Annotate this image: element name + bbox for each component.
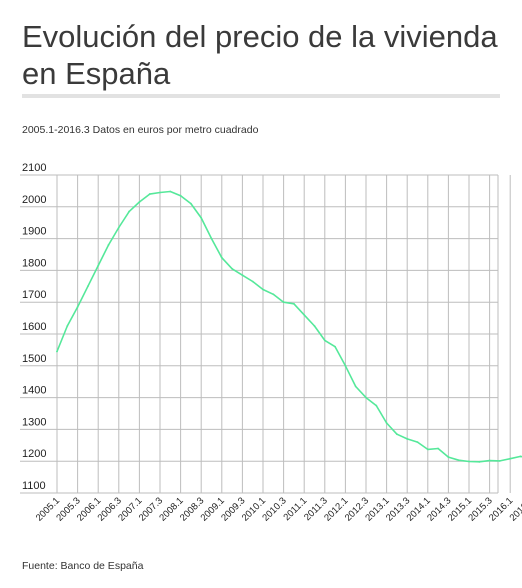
- y-tick-label: 1600: [22, 321, 46, 333]
- data-point: [231, 267, 234, 270]
- data-point: [406, 438, 409, 440]
- chart-title: Evolución del precio de la vivienda en E…: [22, 19, 498, 91]
- data-point: [437, 447, 439, 450]
- data-point: [128, 210, 131, 213]
- title-divider: [22, 94, 500, 98]
- series-group: [56, 190, 522, 463]
- x-axis-tick-labels: 2005.12005.32006.12006.32007.12007.32008…: [34, 495, 522, 523]
- data-point: [190, 202, 192, 205]
- data-point: [509, 457, 512, 460]
- y-tick-label: 1400: [22, 385, 46, 397]
- data-point: [396, 433, 398, 436]
- data-point: [200, 217, 203, 219]
- data-point: [313, 325, 316, 327]
- data-point: [457, 459, 460, 462]
- data-point: [354, 385, 357, 388]
- data-point: [107, 244, 110, 246]
- data-point: [87, 285, 89, 288]
- y-tick-label: 1100: [22, 480, 46, 492]
- data-point: [159, 191, 161, 194]
- data-point: [426, 448, 429, 451]
- y-tick-label: 1500: [22, 353, 46, 365]
- data-point: [148, 193, 151, 195]
- data-point: [293, 302, 295, 305]
- data-point: [303, 314, 306, 316]
- data-point: [447, 456, 450, 458]
- y-axis-tick-labels: 2100 2000 1900 1800 1700 1600 1500 1400 1300 1200…: [22, 162, 46, 492]
- data-point: [56, 350, 58, 353]
- data-point: [365, 396, 367, 399]
- data-point: [499, 459, 501, 462]
- data-point: [169, 190, 172, 193]
- y-tick-label: 2000: [22, 194, 46, 206]
- data-point: [488, 459, 491, 462]
- data-point: [251, 280, 254, 283]
- data-point: [344, 364, 347, 367]
- data-point: [210, 237, 213, 240]
- data-point: [282, 301, 285, 304]
- data-point: [385, 422, 388, 424]
- y-tick-label: 1700: [22, 289, 46, 301]
- source-note: Fuente: Banco de España: [22, 560, 144, 572]
- data-point: [416, 441, 419, 444]
- data-point: [241, 274, 244, 277]
- data-point: [375, 404, 378, 407]
- data-point: [323, 339, 326, 342]
- horizontal-gridlines: [20, 174, 498, 494]
- data-point: [66, 325, 69, 327]
- y-tick-label: 1200: [22, 448, 46, 460]
- data-point: [478, 460, 481, 463]
- data-point: [117, 226, 120, 229]
- data-point: [334, 345, 336, 348]
- data-point: [138, 201, 141, 203]
- y-tick-label: 1300: [22, 416, 46, 428]
- data-point: [519, 455, 522, 458]
- y-tick-label: 1900: [22, 226, 46, 238]
- data-point: [262, 288, 264, 291]
- y-tick-label: 1800: [22, 257, 46, 269]
- data-point: [272, 293, 275, 296]
- chart-subtitle: 2005.1-2016.3 Datos en euros por metro c…: [22, 124, 259, 136]
- data-point: [468, 460, 470, 463]
- data-point: [220, 256, 223, 259]
- data-point: [76, 306, 79, 308]
- y-tick-label: 2100: [22, 162, 46, 174]
- data-point: [97, 264, 100, 267]
- series-line: [56, 190, 522, 463]
- data-point: [179, 194, 182, 197]
